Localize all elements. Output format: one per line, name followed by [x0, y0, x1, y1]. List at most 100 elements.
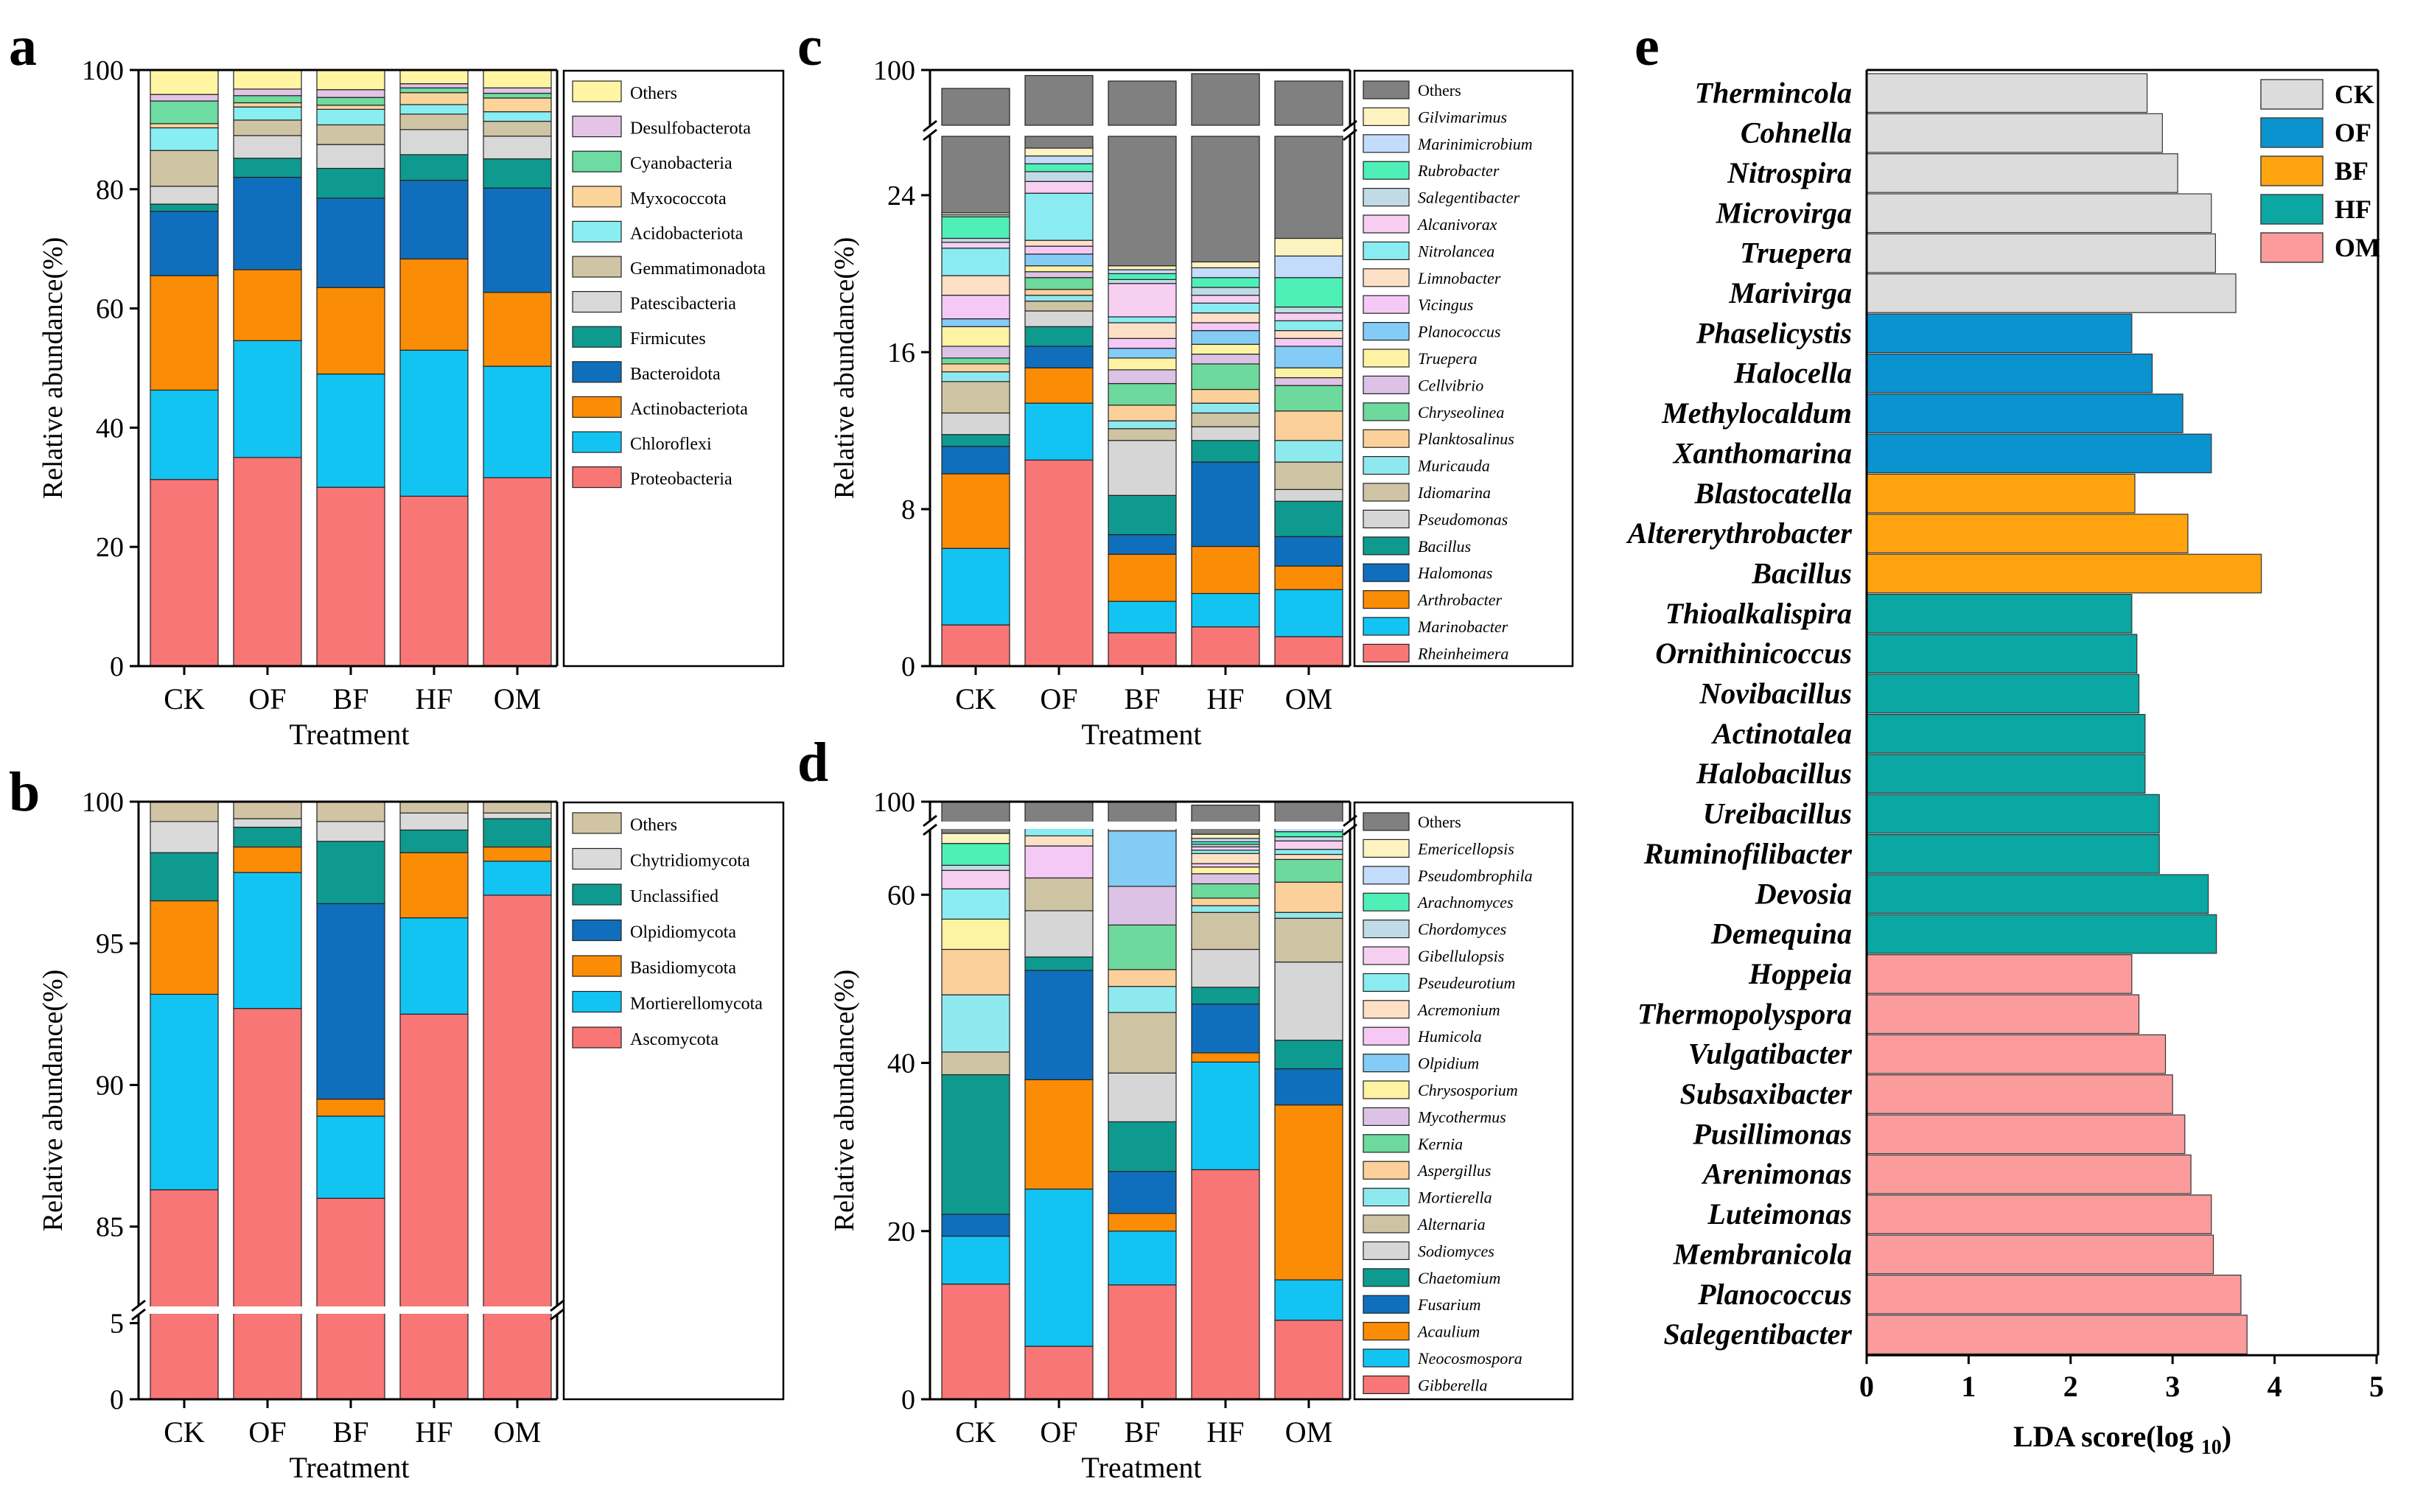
legend-swatch-muricauda	[1363, 455, 1410, 475]
legend-label-neocosmospora: Neocosmospora	[1417, 1349, 1522, 1368]
panel-letter-e: e	[1634, 15, 1660, 77]
bar-segment-of-planktosalinus-0	[1024, 289, 1094, 296]
x-tick-label-bf: BF	[1125, 1415, 1161, 1449]
bar-segment-of-basidiomycota-1	[233, 846, 302, 873]
bar-segment-om-rheinheimera-0	[1274, 636, 1343, 667]
bar-segment-hf-firmicutes-0	[399, 154, 469, 181]
bar-segment-om-marinobacter-0	[1274, 589, 1343, 637]
legend-label-chordomyces: Chordomyces	[1418, 920, 1506, 939]
legend-label-pseudeurotium: Pseudeurotium	[1417, 973, 1515, 992]
bar-segment-bf-cellvibrio-0	[1108, 369, 1177, 385]
bar-segment-om-desulfobacterota-0	[483, 87, 552, 94]
bar-segment-ck-neocosmospora-0	[941, 1236, 1010, 1285]
y-tick-label-60: 60	[96, 294, 124, 325]
bar-segment-hf-unclassified-1	[399, 829, 469, 853]
legend-swatch-others	[1363, 812, 1410, 831]
legend-swatch-proteobacteria	[572, 466, 622, 489]
bar-segment-bf-cyanobacteria-0	[316, 97, 385, 106]
legend-swatch-rubrobacter	[1363, 161, 1410, 180]
legend-label-desulfobacterota: Desulfobacterota	[630, 119, 751, 139]
legend-label-mortierellomycota: Mortierellomycota	[630, 995, 763, 1014]
axis-break-gap	[921, 127, 1359, 134]
legend-swatch-limnobacter	[1363, 268, 1410, 287]
bar-segment-om-fusarium-0	[1274, 1068, 1343, 1106]
lda-legend-label-om: OM	[2335, 233, 2380, 262]
bar-segment-of-actinobacteriota-0	[233, 269, 302, 341]
legend-label-cellvibrio: Cellvibrio	[1418, 376, 1483, 394]
bar-segment-bf-others-1	[316, 801, 385, 822]
y-tick-label-100: 100	[873, 55, 915, 86]
y-tick-label-8: 8	[901, 494, 915, 525]
lda-label-demequina: Demequina	[1710, 917, 1852, 951]
bar-segment-of-marinobacter-0	[1024, 402, 1094, 461]
legend-swatch-alcanivorax	[1363, 214, 1410, 234]
bar-segment-bf-unclassified-1	[316, 841, 385, 905]
bar-segment-om-rubrobacter-0	[1274, 277, 1343, 308]
y-tick-label-60: 60	[887, 880, 915, 911]
bar-segment-ck-chloroflexi-0	[150, 389, 219, 480]
lda-bar-membranicola	[1866, 1234, 2214, 1275]
bar-segment-hf-nitrolancea-0	[1191, 302, 1260, 314]
lda-label-thermopolyspora: Thermopolyspora	[1637, 997, 1852, 1030]
bar-segment-om-sodiomyces-0	[1274, 961, 1343, 1041]
x-tick-label-hf: HF	[1206, 1415, 1244, 1449]
x-tick-label-ck: CK	[955, 682, 996, 715]
bar-segment-of-nitrolancea-0	[1024, 192, 1094, 241]
bar-segment-ck-pseudomonas-0	[941, 412, 1010, 435]
lda-bar-halocella	[1866, 353, 2153, 393]
legend-frame	[1353, 69, 1574, 668]
lda-x-axis-title-end: )	[2222, 1420, 2231, 1453]
lda-legend-swatch-hf	[2260, 194, 2324, 225]
legend-swatch-olpidiomycota	[572, 919, 622, 942]
bar-segment-om-gilvimarimus-0	[1274, 237, 1343, 257]
bar-segment-bf-arthrobacter-0	[1108, 553, 1177, 602]
lda-label-nitrospira: Nitrospira	[1727, 156, 1852, 189]
legend-swatch-rheinheimera	[1363, 643, 1410, 663]
bar-segment-om-planococcus-0	[1274, 346, 1343, 368]
bar-segment-om-marinimicrobium-0	[1274, 255, 1343, 279]
bar-segment-hf-chaetomium-0	[1191, 987, 1260, 1005]
bar-segment-hf-chytridiomycota-1	[399, 812, 469, 831]
legend-swatch-unclassified	[572, 883, 622, 906]
legend-swatch-others	[572, 812, 622, 834]
bar-segment-ck-rheinheimera-0	[941, 624, 1010, 667]
legend-swatch-gilvimarimus	[1363, 107, 1410, 126]
bar-segment-bf-others-1	[1108, 801, 1177, 823]
bar-segment-om-neocosmospora-0	[1274, 1279, 1343, 1321]
legend-swatch-alternaria	[1363, 1214, 1410, 1233]
legend-swatch-arachnomyces	[1363, 892, 1410, 911]
bar-segment-om-nitrolancea-0	[1274, 320, 1343, 332]
x-tick-label-hf: HF	[1206, 682, 1244, 715]
bar-segment-om-others-0	[483, 69, 552, 88]
legend-label-firmicutes: Firmicutes	[630, 329, 706, 349]
lda-label-ruminofilibacter: Ruminofilibacter	[1643, 837, 1853, 870]
bar-segment-om-chaetomium-0	[1274, 1040, 1343, 1070]
bar-segment-om-mortierella-0	[1274, 911, 1343, 919]
bar-segment-om-acremonium-0	[1274, 853, 1343, 860]
bar-segment-ck-arachnomyces-0	[941, 843, 1010, 866]
legend-frame	[562, 801, 785, 1401]
legend-label-halomonas: Halomonas	[1417, 564, 1492, 582]
bar-segment-om-arthrobacter-0	[1274, 565, 1343, 590]
bar-segment-of-myxococcota-0	[233, 102, 302, 108]
bar-segment-hf-fusarium-0	[1191, 1004, 1260, 1054]
bar-segment-ck-chordomyces-0	[941, 864, 1010, 871]
bar-segment-bf-ascomycota-0	[316, 1307, 385, 1400]
bar-segment-om-acidobacteriota-0	[483, 111, 552, 122]
bar-segment-of-mortierellomycota-1	[233, 872, 302, 1009]
bar-segment-om-gibberella-0	[1274, 1320, 1343, 1400]
lda-label-ureibacillus: Ureibacillus	[1703, 797, 1852, 830]
legend-swatch-gibberella	[1363, 1375, 1410, 1395]
legend-swatch-acremonium	[1363, 1000, 1410, 1019]
legend-label-gibberella: Gibberella	[1418, 1376, 1488, 1394]
legend-label-limnobacter: Limnobacter	[1417, 269, 1501, 287]
bar-segment-hf-desulfobacterota-0	[399, 83, 469, 88]
y-tick-label-24: 24	[887, 181, 915, 211]
bar-segment-hf-chrysosporium-0	[1191, 867, 1260, 875]
bar-segment-ck-alcanivorax-0	[941, 242, 1010, 249]
bar-segment-hf-acidobacteriota-0	[399, 104, 469, 115]
bar-segment-hf-gemmatimonadota-0	[399, 113, 469, 130]
legend-label-vicingus: Vicingus	[1418, 295, 1473, 314]
legend-swatch-pseudombrophila	[1363, 866, 1410, 885]
bar-segment-hf-gilvimarimus-0	[1191, 261, 1260, 269]
